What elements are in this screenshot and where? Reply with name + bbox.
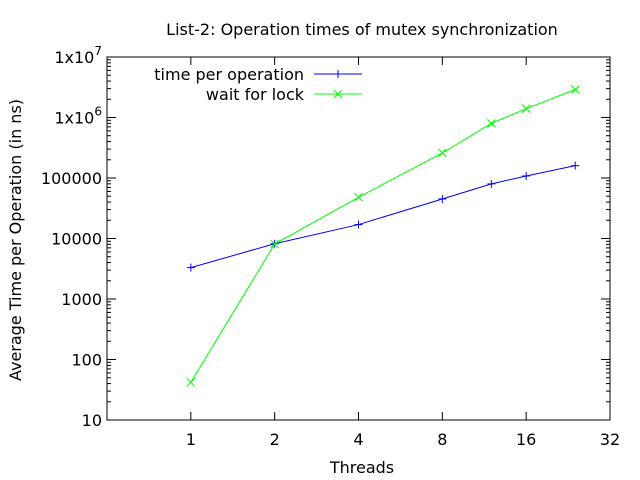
x-tick-label: 2 — [270, 430, 280, 449]
y-tick-label: 1000 — [61, 290, 102, 309]
x-tick-label: 8 — [437, 430, 447, 449]
x-tick-label: 4 — [353, 430, 363, 449]
y-tick-label-base: 1x10 — [54, 48, 94, 67]
y-tick-label-base: 10 — [82, 411, 102, 430]
series-2-point — [521, 104, 531, 114]
series-line-2 — [190, 89, 576, 383]
legend-label: time per operation — [154, 65, 304, 84]
legend-swatch-marker — [334, 70, 342, 78]
y-tick-label-base: 1000 — [61, 290, 102, 309]
series-2-point — [270, 239, 280, 249]
series-2-point — [186, 377, 196, 387]
x-tick-label: 32 — [600, 430, 620, 449]
y-tick-label: 100000 — [41, 169, 102, 188]
y-tick-label-base: 100 — [71, 351, 102, 370]
x-tick-label: 1 — [186, 430, 196, 449]
series-2-point — [487, 119, 496, 128]
series-1-point — [522, 171, 531, 180]
legend-swatch-marker — [333, 89, 343, 99]
x-axis-label: Threads — [329, 458, 394, 477]
series-2-point — [354, 192, 363, 202]
y-tick-label-base: 1x10 — [54, 109, 94, 128]
plot-frame — [106, 56, 611, 421]
y-tick-label-base: 100000 — [41, 169, 102, 188]
series-1-point — [487, 179, 496, 188]
y-tick-label: 1x106 — [54, 105, 102, 128]
series-2-point — [437, 148, 447, 158]
series-1-point — [438, 194, 447, 203]
series-1-point — [186, 263, 195, 272]
legend-label: wait for lock — [206, 85, 305, 104]
series-line-1 — [190, 165, 576, 269]
y-tick-label: 1x107 — [54, 44, 102, 67]
chart-title: List-2: Operation times of mutex synchro… — [166, 20, 558, 39]
y-tick-label: 10000 — [51, 230, 102, 249]
series-2-point — [570, 85, 580, 94]
y-tick-label-exponent: 7 — [94, 44, 102, 58]
y-tick-label-base: 10000 — [51, 230, 102, 249]
x-tick-label: 16 — [516, 430, 536, 449]
y-tick-label: 100 — [71, 351, 102, 370]
y-tick-label: 10 — [82, 411, 102, 430]
y-axis-label: Average Time per Operation (in ns) — [6, 99, 25, 381]
series-1-point — [354, 220, 363, 229]
series-1-point — [571, 161, 580, 170]
y-tick-label-exponent: 6 — [94, 105, 102, 119]
